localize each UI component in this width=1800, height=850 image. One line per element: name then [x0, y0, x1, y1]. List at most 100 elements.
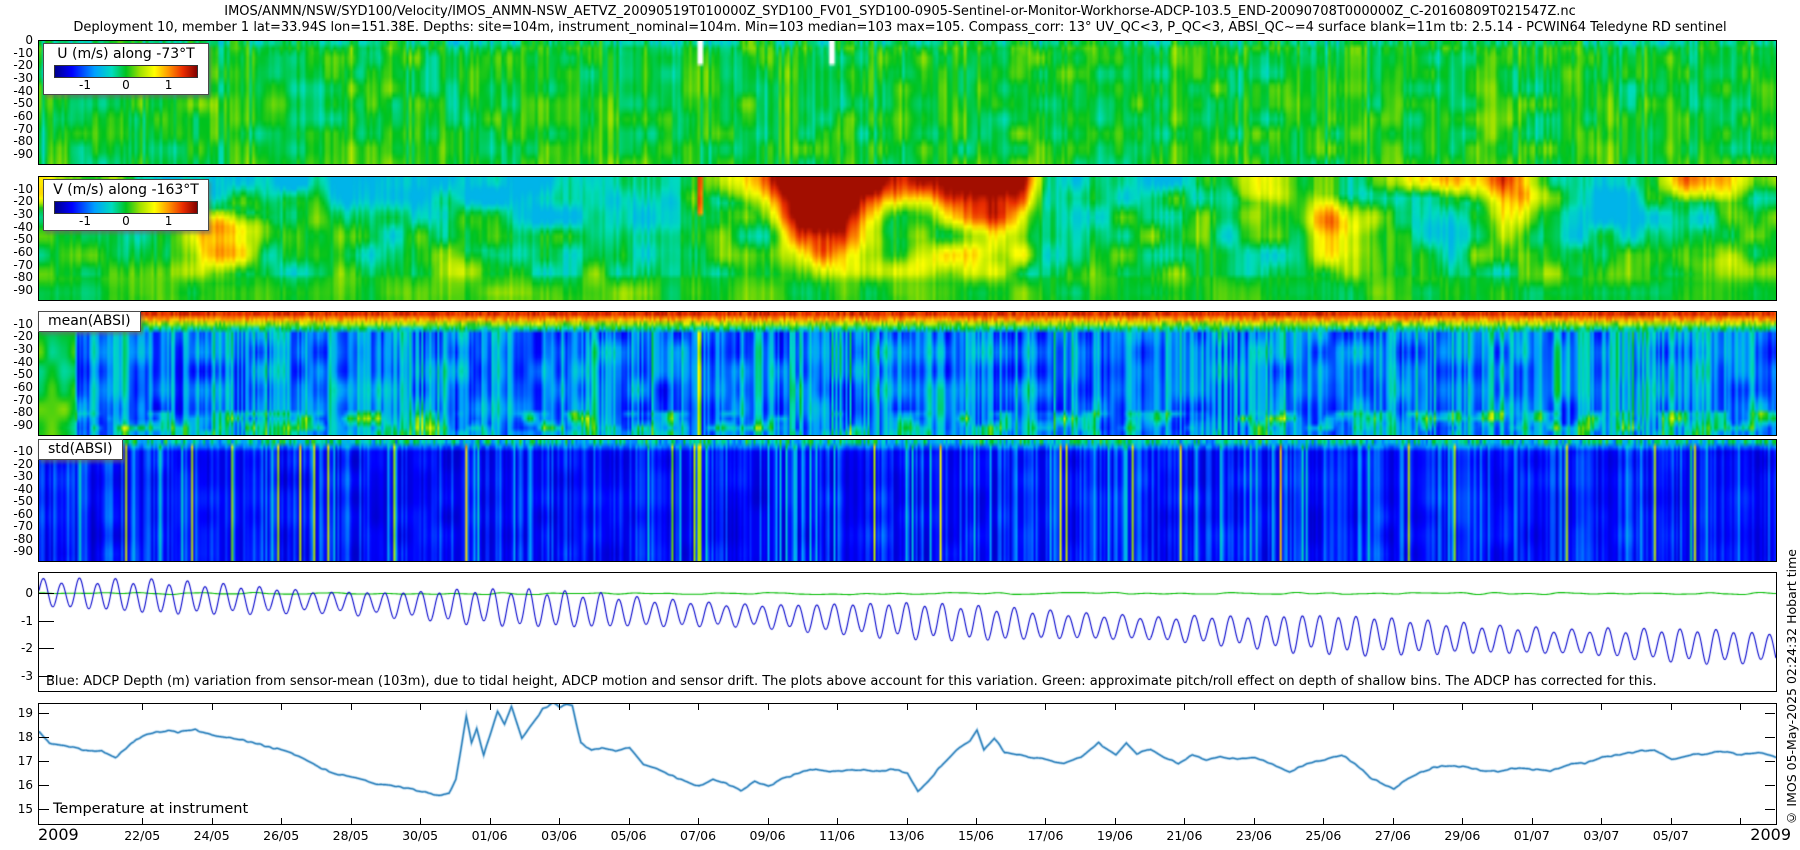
y-tick-label-depth: -60	[13, 245, 33, 260]
x-tick-label-date: 03/07	[1583, 828, 1620, 843]
y-tick-mark	[39, 761, 49, 763]
x-tick-mark	[1740, 704, 1742, 710]
y-tick-label-temperature: 17	[17, 754, 33, 769]
y-tick-mark	[39, 785, 49, 787]
y-tick-label-depth: 0	[25, 33, 33, 47]
x-tick-mark	[1253, 818, 1255, 824]
v-velocity-heatmap	[39, 177, 1776, 300]
u-colorbar	[54, 65, 198, 78]
panel-mean-absi: mean(ABSI)	[38, 311, 1777, 436]
x-tick-mark	[559, 818, 561, 824]
y-tick-mark	[1765, 713, 1775, 715]
y-tick-label-depth: -90	[13, 147, 33, 162]
y-tick-label-temperature: 15	[17, 802, 33, 817]
x-tick-label-date: 29/06	[1444, 828, 1481, 843]
x-tick-mark	[1670, 818, 1672, 824]
x-tick-mark	[837, 818, 839, 824]
x-tick-mark	[142, 704, 144, 710]
y-tick-label-temperature: 18	[17, 730, 33, 745]
y-tick-label-depth: -20	[13, 456, 33, 471]
x-tick-mark	[281, 704, 283, 710]
x-tick-label-date: 01/07	[1513, 828, 1550, 843]
x-tick-mark	[211, 818, 213, 824]
v-colorbar	[54, 201, 198, 214]
temperature-label: Temperature at instrument	[51, 801, 251, 817]
x-tick-label-date: 28/05	[332, 828, 369, 843]
y-tick-label-depth: -20	[13, 329, 33, 344]
x-tick-mark	[489, 704, 491, 710]
y-tick-mark	[39, 620, 54, 622]
y-tick-label-depth: -30	[13, 342, 33, 357]
y-tick-mark	[39, 676, 54, 678]
panel-u-velocity: U (m/s) along -73°T -1 0 1	[38, 40, 1777, 165]
y-tick-label-depth: -80	[13, 270, 33, 285]
y-tick-label-depth-variation: 0	[25, 586, 33, 601]
x-tick-label-date: 01/06	[471, 828, 508, 843]
y-tick-label-depth: -60	[13, 380, 33, 395]
x-tick-mark	[906, 704, 908, 710]
x-tick-mark	[1323, 818, 1325, 824]
x-tick-label-date: 17/06	[1027, 828, 1064, 843]
x-tick-mark	[489, 818, 491, 824]
v-colorbar-ticks: -1 0 1	[44, 214, 208, 230]
x-tick-mark	[767, 818, 769, 824]
x-tick-label-date: 26/05	[263, 828, 300, 843]
x-tick-label-date: 11/06	[819, 828, 856, 843]
x-tick-mark	[837, 704, 839, 710]
x-tick-label-date: 07/06	[680, 828, 717, 843]
mean-absi-heatmap	[39, 312, 1776, 435]
y-tick-label-depth: -80	[13, 531, 33, 546]
y-tick-label-depth: -50	[13, 96, 33, 111]
panel-temperature: Temperature at instrument	[38, 703, 1777, 825]
figure-title: IMOS/ANMN/NSW/SYD100/Velocity/IMOS_ANMN-…	[224, 4, 1576, 19]
x-tick-mark	[698, 818, 700, 824]
x-tick-mark	[1114, 704, 1116, 710]
y-tick-label-depth: -40	[13, 83, 33, 98]
x-tick-mark	[420, 704, 422, 710]
x-tick-label-date: 05/07	[1652, 828, 1689, 843]
y-tick-label-depth: -70	[13, 392, 33, 407]
x-tick-mark	[1601, 704, 1603, 710]
y-tick-label-depth: -10	[13, 181, 33, 196]
y-tick-label-depth: -40	[13, 481, 33, 496]
x-tick-mark	[975, 818, 977, 824]
x-tick-label-date: 24/05	[193, 828, 230, 843]
colorbar-tick-label: 0	[122, 214, 130, 228]
y-tick-label-depth: -10	[13, 45, 33, 60]
y-tick-mark	[1765, 761, 1775, 763]
y-tick-mark	[1765, 785, 1775, 787]
y-tick-label-depth: -50	[13, 232, 33, 247]
y-tick-label-depth: -50	[13, 494, 33, 509]
y-tick-mark	[39, 737, 49, 739]
x-tick-mark	[1045, 704, 1047, 710]
v-legend-title: V (m/s) along -163°T	[53, 182, 199, 198]
imos-credit-vertical: © IMOS 05-May-2025 02:24:32 Hobart time	[1784, 549, 1799, 826]
y-tick-mark	[1765, 809, 1775, 811]
panel-std-absi: std(ABSI)	[38, 439, 1777, 562]
x-tick-mark	[1740, 818, 1742, 824]
y-tick-label-depth: -60	[13, 506, 33, 521]
x-tick-mark	[906, 818, 908, 824]
year-label-left: 2009	[38, 825, 79, 844]
y-tick-label-depth: -40	[13, 219, 33, 234]
y-tick-label-depth: -70	[13, 257, 33, 272]
x-tick-mark	[350, 818, 352, 824]
y-tick-label-depth: -90	[13, 544, 33, 559]
y-tick-label-depth: -30	[13, 207, 33, 222]
y-tick-label-depth: -80	[13, 405, 33, 420]
x-tick-label-date: 30/05	[402, 828, 439, 843]
x-tick-mark	[1531, 704, 1533, 710]
mean-absi-label: mean(ABSI)	[38, 311, 141, 332]
y-tick-label-depth: -20	[13, 194, 33, 209]
panel-depth-variation: Blue: ADCP Depth (m) variation from sens…	[38, 572, 1777, 692]
y-tick-mark	[39, 809, 49, 811]
u-colorbar-ticks: -1 0 1	[44, 78, 208, 94]
colorbar-tick-label: -1	[79, 78, 91, 92]
x-tick-label-date: 22/05	[124, 828, 161, 843]
y-tick-label-temperature: 19	[17, 706, 33, 721]
colorbar-tick-label: 1	[164, 214, 173, 228]
x-tick-mark	[1114, 818, 1116, 824]
x-tick-label-date: 05/06	[610, 828, 647, 843]
x-tick-mark	[1045, 818, 1047, 824]
u-velocity-heatmap	[39, 41, 1776, 164]
